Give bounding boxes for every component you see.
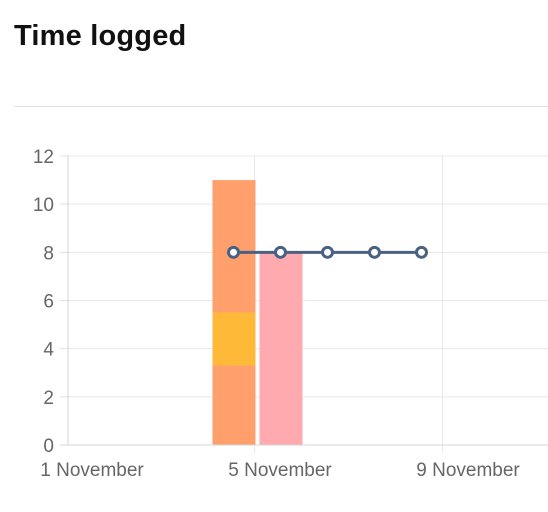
line-point [415, 245, 428, 259]
chart-bars [212, 180, 303, 445]
y-tick-label: 8 [43, 243, 54, 264]
line-point [274, 245, 287, 259]
bar [259, 252, 303, 445]
chart-line-series [227, 245, 428, 259]
y-tick-label: 10 [33, 195, 54, 216]
chart-tick-labels: 0 2 4 6 8 10 12 1 November 5 November 9 November [33, 147, 521, 481]
x-tick-label: 9 November [416, 460, 520, 481]
y-tick-label: 0 [43, 436, 54, 457]
chart-axes [60, 156, 548, 446]
y-tick-label: 4 [43, 340, 54, 361]
header-divider [14, 106, 548, 107]
line-point [227, 245, 240, 259]
chart-title: Time logged [14, 20, 187, 52]
line-point [368, 245, 381, 259]
stacked-bar-segment [212, 365, 256, 445]
x-tick-label: 5 November [228, 460, 332, 481]
chart-grid [60, 155, 548, 453]
y-tick-label: 2 [43, 388, 54, 409]
x-tick-label: 1 November [40, 460, 144, 481]
stacked-bar-segment [212, 312, 256, 366]
y-tick-label: 6 [43, 292, 54, 313]
line-point [321, 245, 334, 259]
y-tick-label: 12 [33, 147, 54, 168]
